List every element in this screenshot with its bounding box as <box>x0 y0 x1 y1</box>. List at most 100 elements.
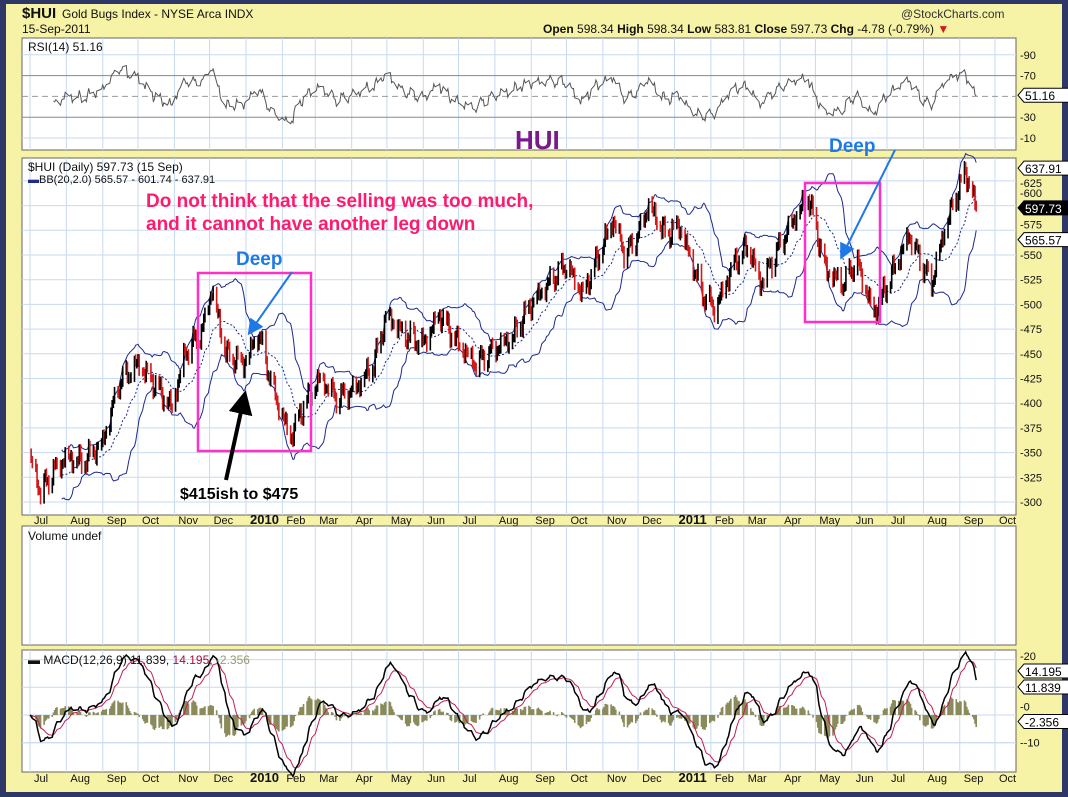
x-tick-label: Jun <box>856 515 874 527</box>
x-tick-label: Mar <box>748 773 767 785</box>
x-tick-label: Dec <box>214 515 234 527</box>
x-tick-label: Jun <box>856 773 874 785</box>
x-tick-label: Oct <box>142 773 159 785</box>
annotation-title: HUI <box>515 125 560 155</box>
rsi-y-tick-label: -10 <box>1020 133 1036 145</box>
macd-signal-line <box>29 659 977 769</box>
rsi-legend: RSI(14) 51.16 <box>28 40 103 54</box>
price-y-tick-label: -625 <box>1020 178 1042 190</box>
x-tick-label: Jun <box>427 773 445 785</box>
macd-y-tick-label: -0 <box>1020 702 1030 714</box>
x-tick-label: Oct <box>571 773 588 785</box>
signal-legend-value: 14.195 <box>172 653 210 667</box>
macd-value-tag: 11.839 <box>1025 681 1061 695</box>
bb-lower-tag: 565.57 <box>1025 234 1062 248</box>
x-tick-label: 2010 <box>250 770 279 785</box>
bb-legend-text: BB(20,2.0) 565.57 - 601.74 - 637.91 <box>39 174 216 186</box>
macd-y-tick-label: -20 <box>1020 651 1036 663</box>
hist-value-tag: -2.356 <box>1025 716 1059 730</box>
price-legend: $HUI (Daily) 597.73 (15 Sep) <box>28 160 183 174</box>
highlight-box-2011 <box>803 181 882 324</box>
chg-value: -4.78 (-0.79%) <box>857 22 934 36</box>
x-tick-label: Nov <box>607 773 627 785</box>
close-value: 597.73 <box>790 22 828 36</box>
x-tick-label: Dec <box>642 773 662 785</box>
symbol: $HUI <box>22 5 57 22</box>
hist-legend-value: -2.356 <box>215 653 250 667</box>
price-y-tick-label: -400 <box>1020 398 1042 410</box>
x-tick-label: Dec <box>642 515 662 527</box>
chart-date: 15-Sep-2011 <box>22 22 91 36</box>
x-tick-label: Nov <box>607 515 627 527</box>
x-tick-label: Aug <box>70 515 90 527</box>
hist-value-tag-box <box>1017 714 1068 730</box>
range-arrow <box>224 390 253 481</box>
chg-label: Chg <box>830 22 854 36</box>
signal-value-tag-box <box>1017 663 1068 679</box>
x-tick-label: Mar <box>748 515 767 527</box>
x-tick-label: Sep <box>107 515 127 527</box>
x-tick-label: Jul <box>462 773 476 785</box>
down-arrow-icon: ▼ <box>937 22 950 36</box>
annotation-deep-2: Deep <box>829 136 876 157</box>
open-value: 598.34 <box>577 22 614 36</box>
x-tick-label: Oct <box>999 773 1016 785</box>
x-tick-label: Apr <box>356 773 373 785</box>
x-tick-label: Feb <box>715 515 734 527</box>
ohlc-summary: Open 598.34 High 598.34 Low 583.81 Close… <box>543 22 949 36</box>
annotation-comment-2: and it cannot have another leg down <box>146 214 476 235</box>
x-tick-label: May <box>819 515 840 527</box>
rsi-y-tick-label: -30 <box>1020 112 1036 124</box>
price-y-tick-label: -325 <box>1020 472 1042 484</box>
index-name: Gold Bugs Index - NYSE Arca INDX <box>62 7 254 21</box>
x-tick-label: Aug <box>70 773 90 785</box>
open-label: Open <box>543 22 574 36</box>
x-tick-label: Nov <box>178 515 198 527</box>
x-tick-label: Nov <box>178 773 198 785</box>
x-tick-label: Dec <box>214 773 234 785</box>
panel-price <box>21 157 1017 516</box>
x-tick-label: Oct <box>999 515 1016 527</box>
price-y-tick-label: -575 <box>1020 220 1042 232</box>
price-y-tick-label: -525 <box>1020 275 1042 287</box>
signal-value-tag: 14.195 <box>1025 665 1062 679</box>
x-tick-label: Mar <box>319 773 338 785</box>
x-tick-label: Jun <box>427 515 445 527</box>
price-y-tick-label: -300 <box>1020 497 1042 509</box>
x-tick-label: 2011 <box>679 770 707 785</box>
x-tick-label: Sep <box>535 515 555 527</box>
x-tick-label: Oct <box>142 515 159 527</box>
x-tick-label: Jul <box>34 515 48 527</box>
annotation-comment-1: Do not think that the selling was too mu… <box>146 191 534 212</box>
highlight-box-2010 <box>196 271 313 453</box>
macd-legend: ▬ MACD(12,26,9) 11.839, 14.195, -2.356 <box>28 653 250 667</box>
low-value: 583.81 <box>714 22 752 36</box>
rsi-value-tag-box <box>1017 87 1068 103</box>
x-tick-label: 2010 <box>250 512 279 527</box>
bb-lower-tag-box <box>1017 232 1068 248</box>
macd-legend-name: MACD(12,26,9) <box>43 653 127 667</box>
annotation-range-note: $415ish to $475 <box>180 486 299 503</box>
x-tick-label: Feb <box>715 773 734 785</box>
x-tick-label: Aug <box>927 773 947 785</box>
price-y-tick-label: -550 <box>1020 250 1042 262</box>
rsi-y-tick-label: -70 <box>1020 71 1036 83</box>
x-tick-label: Apr <box>356 515 373 527</box>
x-tick-label: Sep <box>535 773 555 785</box>
price-y-tick-label: -450 <box>1020 349 1042 361</box>
x-tick-label: Aug <box>927 515 947 527</box>
bollinger-middle-band <box>61 196 977 476</box>
bb-upper-tag: 637.91 <box>1025 162 1062 176</box>
price-y-tick-label: -500 <box>1020 299 1042 311</box>
panel-vol <box>21 525 1017 646</box>
last-price-tag: 597.73 <box>1025 202 1062 216</box>
x-tick-label: 2011 <box>679 512 707 527</box>
x-tick-label: Feb <box>286 773 305 785</box>
x-tick-label: May <box>391 773 412 785</box>
deep-arrow-1 <box>247 271 293 336</box>
low-label: Low <box>687 22 712 36</box>
macd-legend-value: 11.839 <box>130 653 166 667</box>
bb-legend: ▬BB(20,2.0) 565.57 - 601.74 - 637.91 <box>28 174 216 186</box>
close-label: Close <box>754 22 788 36</box>
price-y-tick-label: -375 <box>1020 423 1042 435</box>
